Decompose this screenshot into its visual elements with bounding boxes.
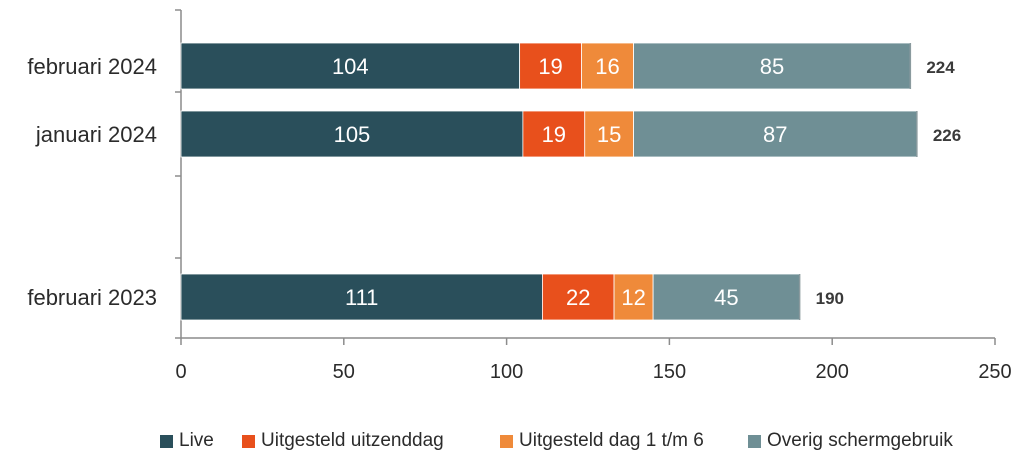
segment-value-label: 15 [597, 122, 621, 147]
x-tick-label: 200 [816, 361, 849, 383]
bar-segment [652, 273, 801, 321]
x-tick-label: 0 [175, 361, 186, 383]
bar-segment [180, 273, 543, 321]
segment-value-label: 111 [345, 285, 378, 310]
legend-swatch [500, 434, 513, 448]
bar-segment [519, 42, 582, 90]
bar-segment [633, 110, 918, 158]
segment-value-label: 12 [621, 285, 645, 310]
segment-value-label: 16 [595, 54, 619, 79]
segment-value-label: 22 [566, 285, 590, 310]
x-tick-label: 50 [333, 361, 355, 383]
category-label: februari 2023 [27, 285, 157, 310]
x-tick-label: 250 [978, 361, 1011, 383]
bar-segment [522, 110, 586, 158]
legend-swatch [748, 434, 761, 448]
segment-value-label: 87 [763, 122, 787, 147]
legend-item: Uitgesteld dag 1 t/m 6 [500, 430, 704, 452]
legend-item: Live [160, 430, 214, 452]
total-label: 190 [816, 289, 844, 308]
segment-value-label: 105 [334, 122, 371, 147]
bar-segment [584, 110, 634, 158]
legend-swatch [242, 434, 255, 448]
segment-value-label: 104 [332, 54, 369, 79]
bar-segment [180, 110, 524, 158]
x-tick-label: 100 [490, 361, 523, 383]
category-label: februari 2024 [27, 54, 157, 79]
legend-label: Live [179, 430, 214, 451]
legend: Live Uitgesteld uitzenddag Uitgesteld dag … [0, 430, 1024, 458]
segment-value-label: 19 [538, 54, 562, 79]
legend-item: Uitgesteld uitzenddag [242, 430, 444, 452]
legend-swatch [160, 434, 173, 448]
total-label: 224 [926, 58, 955, 77]
category-label: januari 2024 [35, 122, 157, 147]
bar-segment [581, 42, 634, 90]
segment-value-label: 19 [542, 122, 566, 147]
total-label: 226 [933, 126, 961, 145]
bar-segment [633, 42, 911, 90]
bar-segment [613, 273, 654, 321]
segment-value-label: 45 [714, 285, 738, 310]
segment-value-label: 85 [760, 54, 784, 79]
legend-label: Uitgesteld dag 1 t/m 6 [519, 430, 704, 451]
x-tick-label: 150 [653, 361, 686, 383]
legend-label: Overig schermgebruik [767, 430, 953, 451]
bar-segment [542, 273, 615, 321]
legend-label: Uitgesteld uitzenddag [261, 430, 444, 451]
bar-segment [180, 42, 521, 90]
legend-item: Overig schermgebruik [748, 430, 953, 452]
